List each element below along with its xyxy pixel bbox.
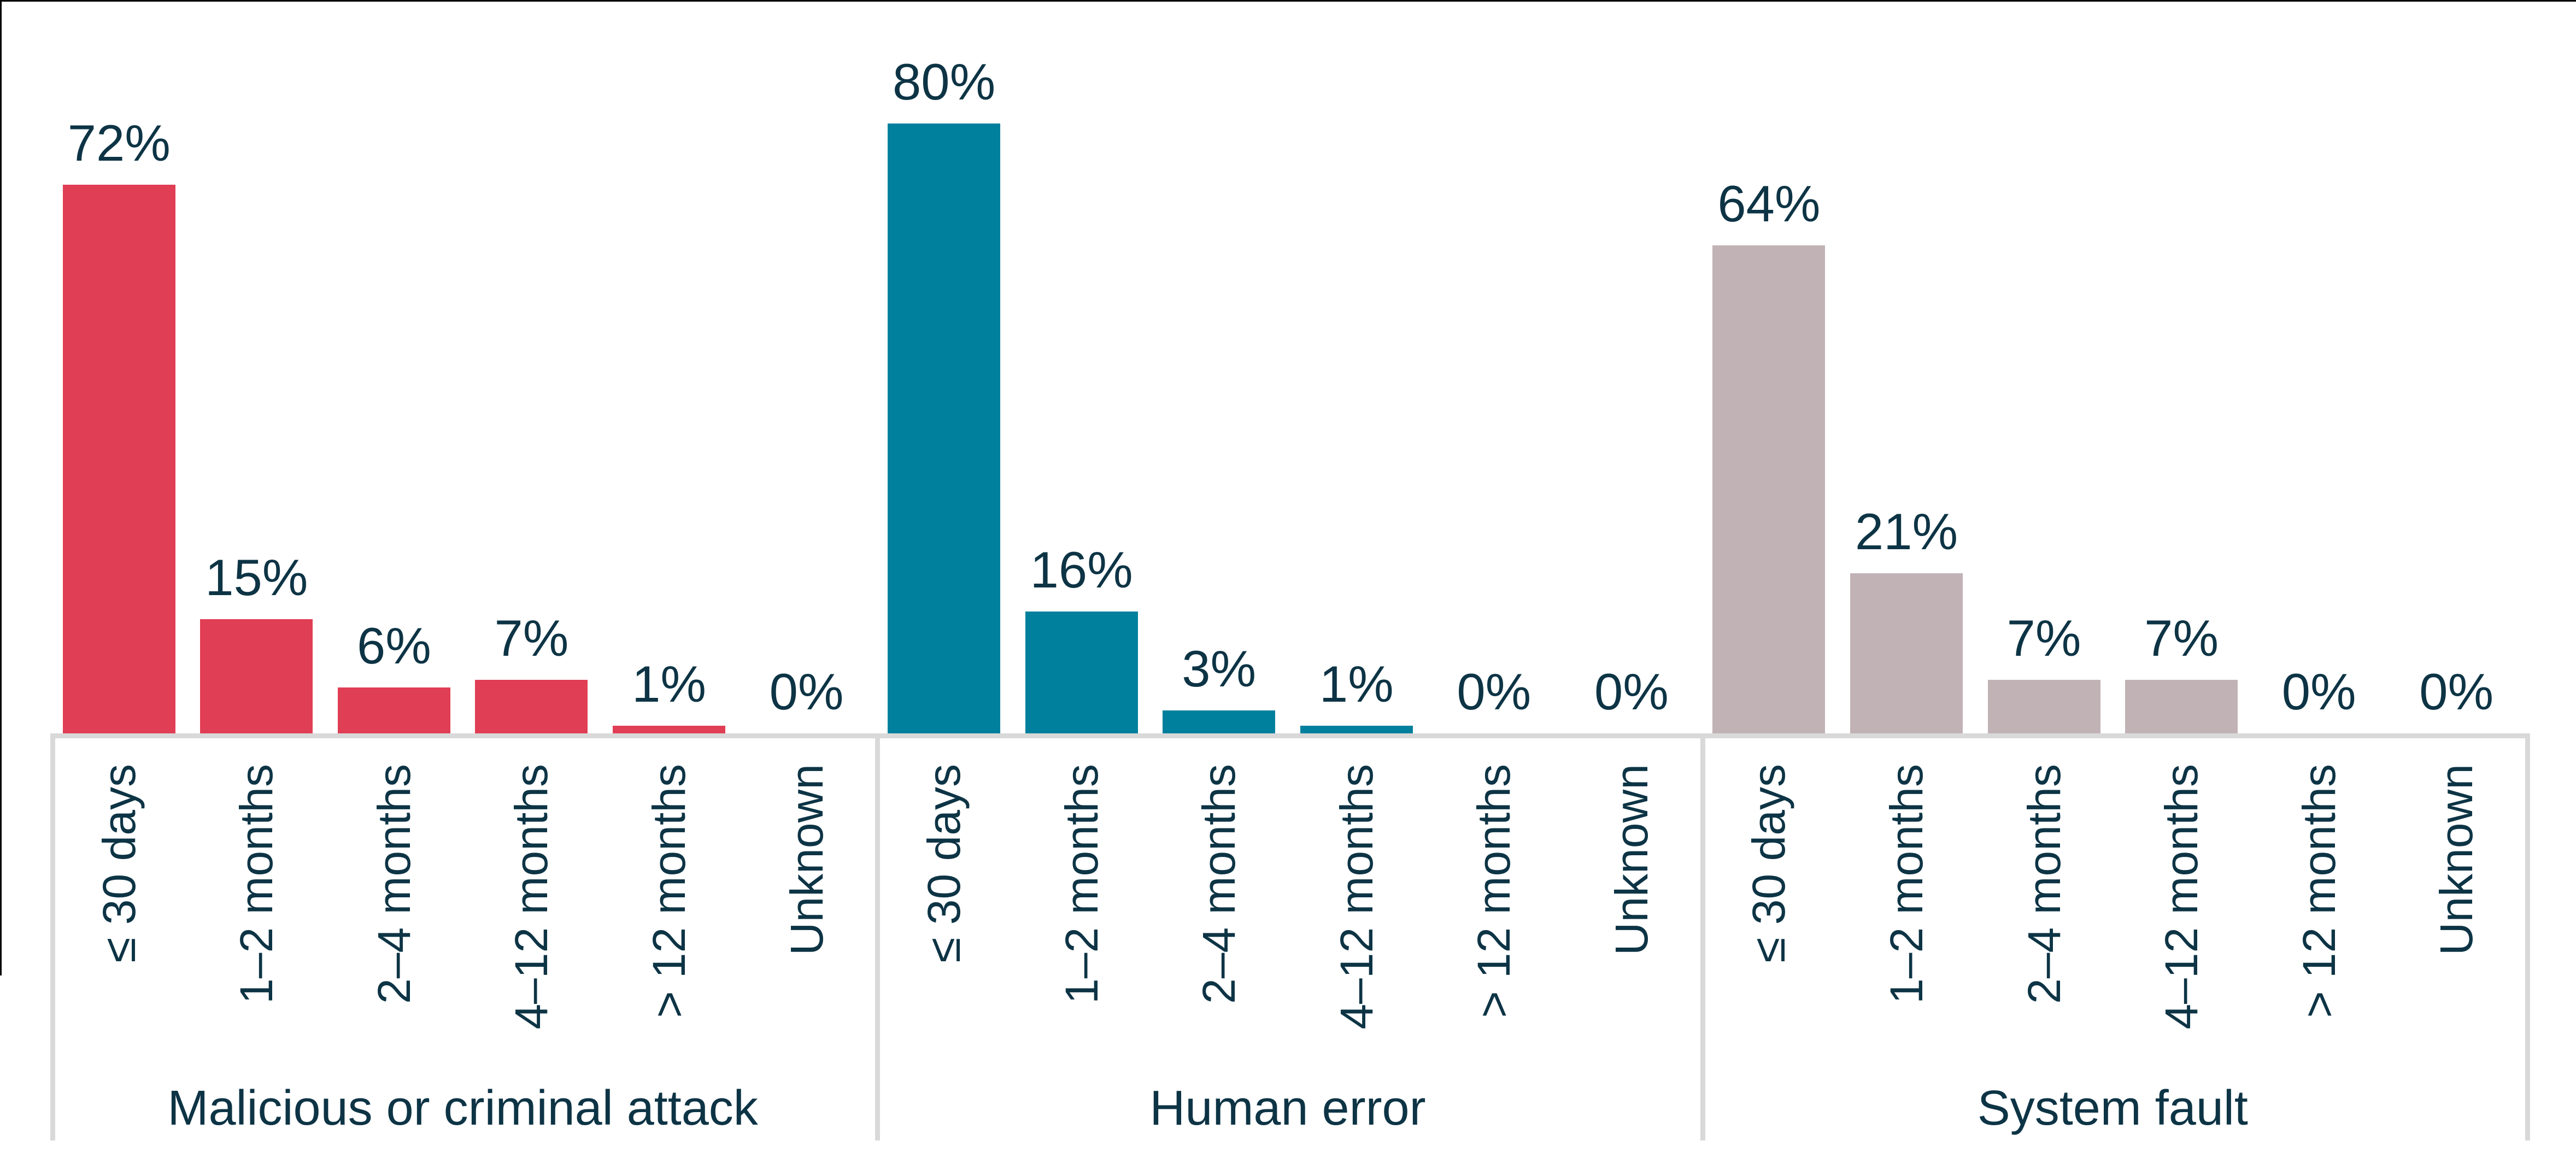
group-label: Malicious or criminal attack: [167, 1081, 758, 1136]
group-divider: [50, 733, 55, 1141]
bar: [2125, 680, 2238, 733]
value-label: 16%: [1030, 541, 1133, 598]
value-label: 0%: [2281, 663, 2356, 720]
category-label: > 12 months: [1468, 764, 1520, 1018]
value-label: 0%: [2419, 663, 2494, 720]
bar: [62, 185, 175, 733]
category-label: ≤ 30 days: [1743, 764, 1795, 963]
category-label: ≤ 30 days: [918, 764, 970, 963]
value-label: 21%: [1855, 503, 1958, 560]
bar: [1300, 726, 1413, 733]
bar: [888, 124, 1001, 733]
bar: [1712, 245, 1826, 733]
value-label: 7%: [494, 609, 569, 667]
bar: [475, 680, 588, 733]
category-label: Unknown: [1605, 764, 1657, 956]
bar: [1987, 680, 2100, 733]
value-label: 7%: [2144, 609, 2219, 667]
value-label: 7%: [2006, 609, 2081, 667]
category-label: Unknown: [781, 764, 832, 956]
value-label: 80%: [893, 53, 996, 110]
group-divider: [2525, 733, 2530, 1141]
category-label: 4–12 months: [2156, 764, 2208, 1030]
value-label: 6%: [356, 617, 431, 674]
category-label: 2–4 months: [1193, 764, 1245, 1004]
value-label: 0%: [1594, 663, 1669, 720]
value-label: 0%: [769, 663, 844, 720]
bar: [1850, 573, 1963, 733]
value-label: 72%: [67, 114, 171, 172]
category-label: 4–12 months: [506, 764, 558, 1030]
group-divider: [875, 733, 881, 1141]
value-label: 1%: [1319, 655, 1394, 713]
category-label: 2–4 months: [368, 764, 420, 1004]
category-label: 4–12 months: [1330, 764, 1382, 1030]
category-label: 1–2 months: [1055, 764, 1107, 1004]
bar: [1163, 710, 1276, 733]
category-label: > 12 months: [2293, 764, 2345, 1018]
category-label: > 12 months: [643, 764, 695, 1018]
value-label: 3%: [1182, 640, 1257, 697]
category-label: Unknown: [2431, 764, 2483, 956]
category-label: 2–4 months: [2018, 764, 2070, 1004]
group-label: Human error: [1149, 1081, 1426, 1136]
category-label: 1–2 months: [1881, 764, 1932, 1004]
top-frame-border: [0, 0, 2576, 2]
bar: [200, 619, 313, 733]
bar: [1025, 612, 1138, 733]
value-label: 0%: [1457, 663, 1531, 720]
value-label: 15%: [205, 549, 308, 606]
value-label: 1%: [632, 655, 706, 713]
category-label: ≤ 30 days: [93, 764, 145, 963]
group-divider: [1700, 733, 1705, 1141]
value-label: 64%: [1717, 175, 1821, 232]
group-label: System fault: [1977, 1081, 2248, 1136]
bar: [613, 726, 725, 733]
category-label: 1–2 months: [231, 764, 283, 1004]
bar: [337, 687, 450, 733]
left-frame-border: [0, 0, 2, 975]
x-axis-line: [50, 733, 2530, 738]
